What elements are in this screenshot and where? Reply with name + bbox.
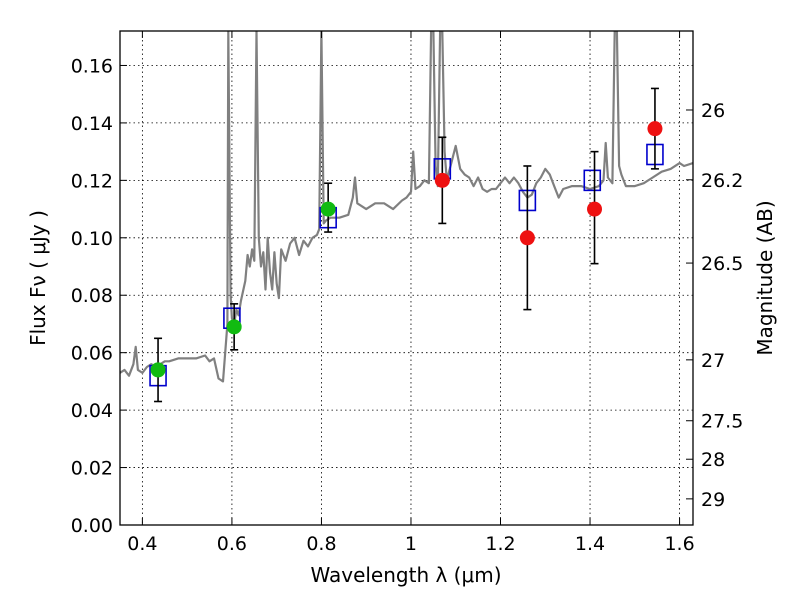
y-tick-label: 0.14 xyxy=(71,113,113,135)
green-data-point xyxy=(150,362,166,378)
red-data-point xyxy=(434,172,450,188)
red-data-point xyxy=(587,201,603,217)
y-tick-label: 0.06 xyxy=(71,343,113,365)
x-tick-label: 1 xyxy=(405,533,417,555)
right-tick-label: 26 xyxy=(701,100,725,122)
green-data-point xyxy=(226,319,242,335)
green-data-point xyxy=(320,201,336,217)
model-box xyxy=(583,169,602,192)
observed-points xyxy=(150,121,663,378)
y-tick-label: 0.10 xyxy=(71,228,113,250)
x-tick-label: 1.4 xyxy=(575,533,605,555)
x-tick-label: 0.8 xyxy=(306,533,336,555)
right-tick-label: 29 xyxy=(701,489,725,511)
y-tick-label: 0.12 xyxy=(71,170,113,192)
x-axis-title: Wavelength λ (μm) xyxy=(310,563,501,587)
right-tick-label: 27.5 xyxy=(701,411,743,433)
right-tick-labels: 26 26.2 26.5 27 27.5 28 29 xyxy=(701,100,743,511)
y-tick-label: 0.04 xyxy=(71,400,113,422)
right-tick-label: 26.5 xyxy=(701,253,743,275)
y-tick-label: 0.16 xyxy=(71,55,113,77)
right-tick-label: 26.2 xyxy=(701,170,743,192)
x-tick-labels: 0.4 0.6 0.8 1 1.2 1.4 1.6 xyxy=(127,533,694,555)
ticks xyxy=(120,31,693,526)
x-tick-label: 1.6 xyxy=(664,533,694,555)
y-tick-label: 0.00 xyxy=(71,515,113,537)
red-data-point xyxy=(647,121,663,137)
plot-frame xyxy=(119,30,694,526)
right-tick-label: 28 xyxy=(701,449,725,471)
x-tick-label: 0.4 xyxy=(127,533,157,555)
red-data-point xyxy=(519,230,535,246)
y-tick-label: 0.02 xyxy=(71,458,113,480)
right-axis-title: Magnitude (AB) xyxy=(753,200,777,355)
y-axis-title: Flux Fν ( μJy ) xyxy=(26,210,50,346)
y-tick-labels: 0.00 0.02 0.04 0.06 0.08 0.10 0.12 0.14 0.16 xyxy=(71,55,113,537)
y-tick-label: 0.08 xyxy=(71,285,113,307)
x-tick-label: 0.6 xyxy=(217,533,247,555)
x-tick-label: 1.2 xyxy=(485,533,515,555)
right-tick-label: 27 xyxy=(701,350,725,372)
